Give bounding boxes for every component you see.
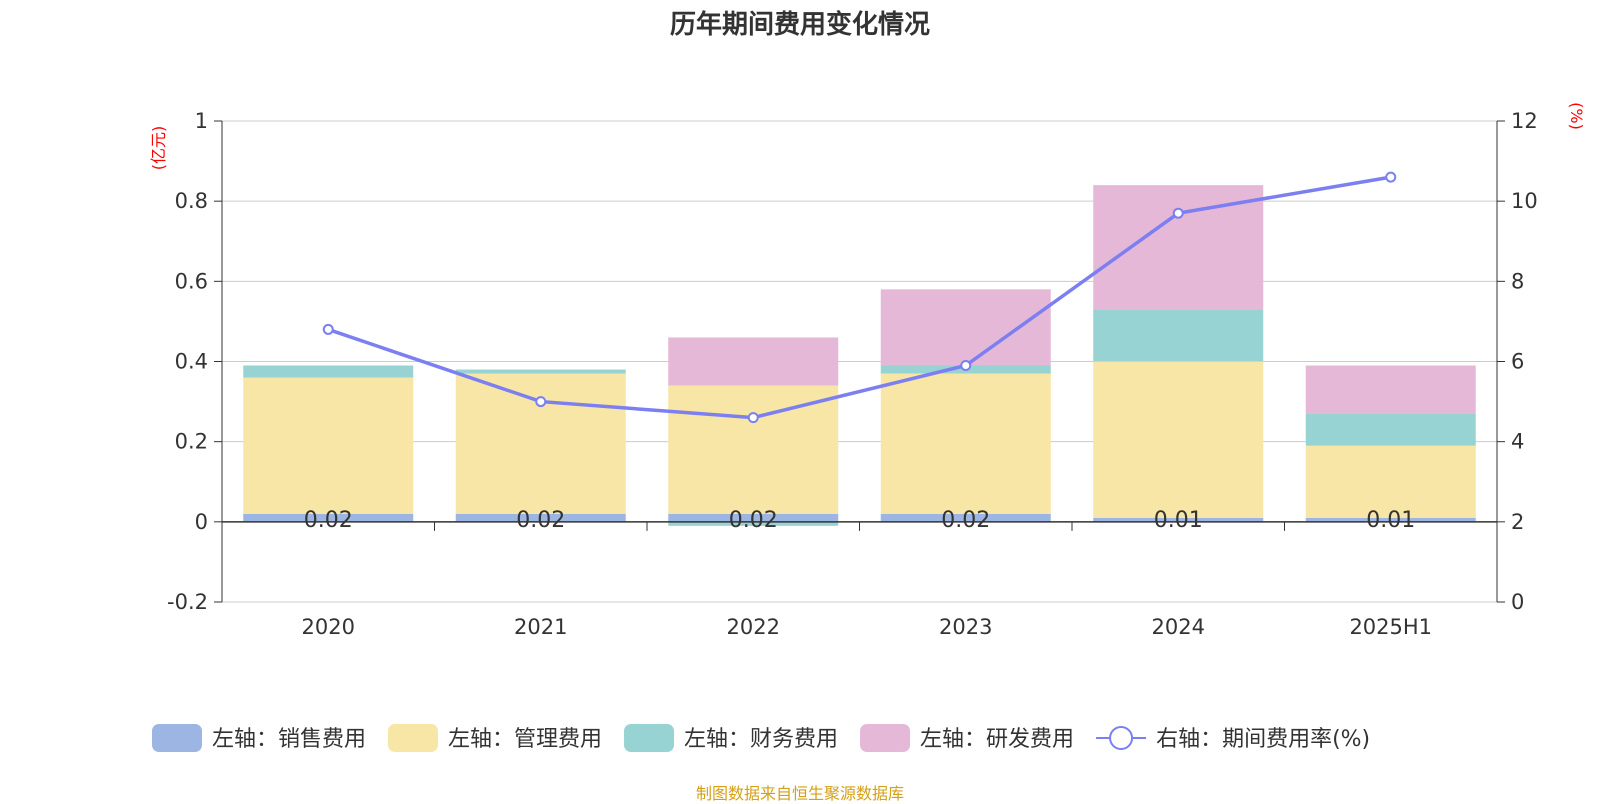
bar-sales-2023 bbox=[880, 513, 1051, 522]
x-tick-label: 2020 bbox=[302, 615, 355, 639]
y-right-tick-label: 12 bbox=[1511, 109, 1538, 133]
rate-point-2021 bbox=[535, 396, 547, 408]
bar-rnd-2022 bbox=[668, 337, 839, 386]
line-layer bbox=[322, 171, 1397, 424]
rate-point-2024 bbox=[1172, 207, 1184, 219]
y-right-tick-label: 10 bbox=[1511, 189, 1538, 213]
legend-label-sales: 左轴：销售费用 bbox=[212, 727, 366, 752]
bar-admin-2025H1 bbox=[1305, 445, 1476, 518]
y-left-tick-label: 0 bbox=[195, 510, 208, 534]
legend-swatch-admin bbox=[388, 724, 439, 752]
x-tick-label: 2025H1 bbox=[1349, 615, 1432, 639]
data-label-sales: 0.01 bbox=[1366, 508, 1415, 533]
x-tick-label: 2023 bbox=[939, 615, 992, 639]
y-right-tick-label: 2 bbox=[1511, 510, 1524, 534]
bar-rnd-2025H1 bbox=[1305, 365, 1476, 414]
legend-swatch-finance bbox=[624, 724, 675, 752]
bar-admin-2020 bbox=[243, 377, 414, 514]
y-right-tick-label: 0 bbox=[1511, 590, 1524, 614]
y-left-tick-label: -0.2 bbox=[167, 590, 208, 614]
bar-admin-2023 bbox=[880, 373, 1051, 514]
bar-finance-2020 bbox=[243, 365, 414, 378]
bar-admin-2024 bbox=[1093, 361, 1264, 518]
x-tick-label: 2021 bbox=[514, 615, 567, 639]
bar-rnd-2023 bbox=[880, 289, 1051, 366]
data-label-sales: 0.02 bbox=[304, 508, 353, 533]
data-label-sales: 0.02 bbox=[729, 508, 778, 533]
source-note: 制图数据来自恒生聚源数据库 bbox=[695, 784, 904, 803]
y-left-tick-label: 0.6 bbox=[175, 269, 208, 293]
rate-point-2023 bbox=[960, 360, 972, 372]
bar-rnd-2024 bbox=[1093, 185, 1264, 310]
x-tick-label: 2022 bbox=[727, 615, 780, 639]
legend-label-rate_line: 右轴：期间费用率(%) bbox=[1156, 727, 1370, 752]
label-layer: 0.02 0.02 0.02 0.02 0.01 0.01 bbox=[304, 508, 1415, 533]
bar-finance-2022 bbox=[668, 521, 839, 526]
legend-label-admin: 左轴：管理费用 bbox=[448, 727, 602, 752]
data-label-sales: 0.01 bbox=[1154, 508, 1203, 533]
bar-sales-2020 bbox=[243, 513, 414, 522]
y-right-tick-label: 8 bbox=[1511, 269, 1524, 293]
y-left-tick-label: 0.2 bbox=[175, 430, 208, 454]
bar-sales-2021 bbox=[455, 513, 626, 522]
y-right-tick-label: 4 bbox=[1511, 430, 1524, 454]
rate-line bbox=[327, 175, 1392, 420]
data-label-sales: 0.02 bbox=[941, 508, 990, 533]
bar-admin-2022 bbox=[668, 385, 839, 514]
bar-sales-2022 bbox=[668, 513, 839, 522]
bar-admin-2021 bbox=[455, 373, 626, 514]
legend-swatch-sales bbox=[152, 724, 202, 752]
bar-sales-2024 bbox=[1093, 517, 1264, 522]
bar-finance-2021 bbox=[455, 369, 626, 374]
y-left-tick-label: 1 bbox=[195, 109, 208, 133]
y-right-axis-label: (%) bbox=[1567, 102, 1586, 130]
legend-label-rnd: 左轴：研发费用 bbox=[920, 727, 1074, 752]
chart-title: 历年期间费用变化情况 bbox=[669, 10, 930, 40]
rate-point-2022 bbox=[747, 412, 759, 424]
rate-point-2025H1 bbox=[1385, 171, 1397, 183]
x-tick-label: 2024 bbox=[1152, 615, 1205, 639]
y-right-tick-label: 6 bbox=[1511, 350, 1524, 374]
y-left-tick-label: 0.8 bbox=[175, 189, 208, 213]
bar-finance-2024 bbox=[1093, 309, 1264, 362]
legend-swatch-rnd bbox=[860, 724, 911, 752]
bar-finance-2025H1 bbox=[1305, 413, 1476, 446]
data-label-sales: 0.02 bbox=[516, 508, 565, 533]
legend-marker-rate_line bbox=[1109, 726, 1134, 750]
y-left-tick-label: 0.4 bbox=[175, 350, 208, 374]
rate-point-2020 bbox=[322, 323, 334, 335]
legend-label-finance: 左轴：财务费用 bbox=[684, 727, 838, 752]
bar-sales-2025H1 bbox=[1305, 517, 1476, 522]
y-left-axis-label: (亿元) bbox=[149, 126, 168, 171]
legend: 左轴：销售费用 左轴：管理费用 左轴：财务费用 左轴：研发费用 右轴：期间费用率(%) bbox=[152, 724, 1370, 752]
bars-layer bbox=[243, 185, 1476, 526]
